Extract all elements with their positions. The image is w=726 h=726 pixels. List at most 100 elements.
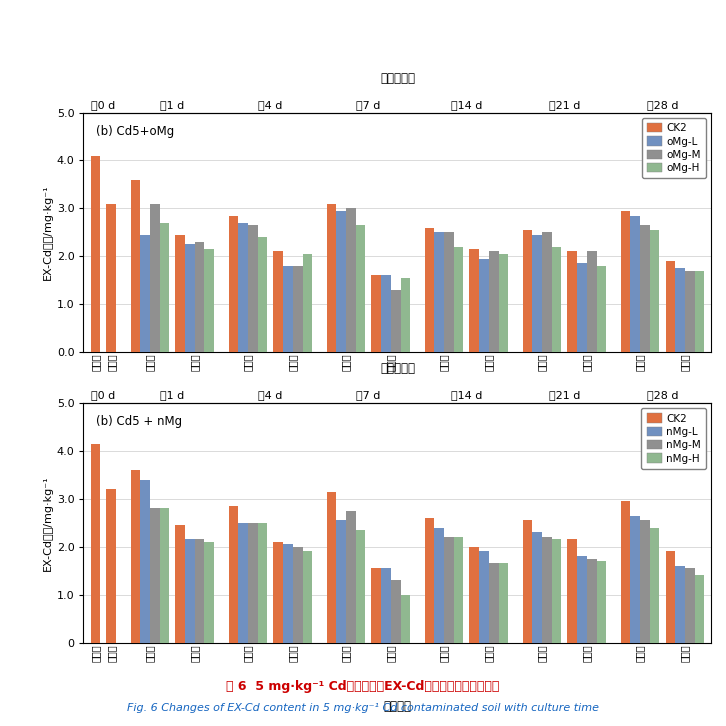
Bar	[444, 232, 454, 352]
Bar	[523, 521, 532, 643]
Bar	[470, 547, 479, 643]
Bar	[293, 547, 303, 643]
Bar	[577, 264, 587, 352]
Bar	[391, 580, 401, 643]
Bar	[499, 254, 508, 352]
Bar	[336, 521, 346, 643]
Bar	[577, 556, 587, 643]
Bar	[597, 266, 606, 352]
Bar	[303, 254, 312, 352]
Text: 和培养时间: 和培养时间	[380, 72, 415, 85]
Bar	[327, 492, 336, 643]
Bar	[587, 251, 597, 352]
Text: (b) Cd5 + nMg: (b) Cd5 + nMg	[96, 415, 182, 428]
Bar	[274, 251, 283, 352]
Text: Fig. 6 Changes of EX-Cd content in 5 mg·kg⁻¹ Cd contaminated soil with culture t: Fig. 6 Changes of EX-Cd content in 5 mg·…	[127, 703, 599, 713]
Bar	[401, 278, 410, 352]
Bar	[258, 523, 267, 643]
Bar	[489, 251, 499, 352]
Bar	[150, 203, 160, 352]
Bar	[470, 249, 479, 352]
Bar	[131, 470, 140, 643]
Bar	[675, 566, 685, 643]
Bar	[248, 225, 258, 352]
Y-axis label: EX-Cd含量/mg·kg⁻¹: EX-Cd含量/mg·kg⁻¹	[43, 184, 52, 280]
Bar	[91, 444, 100, 643]
Bar	[640, 225, 650, 352]
Text: 和培养时间: 和培养时间	[380, 362, 415, 375]
X-axis label: 土壤类型: 土壤类型	[383, 701, 412, 714]
Legend: CK2, oMg-L, oMg-M, oMg-H: CK2, oMg-L, oMg-M, oMg-H	[642, 118, 706, 179]
Bar	[499, 563, 508, 643]
Bar	[425, 227, 434, 352]
Bar	[523, 230, 532, 352]
Bar	[381, 275, 391, 352]
Bar	[293, 266, 303, 352]
Bar	[568, 251, 577, 352]
Bar	[542, 232, 552, 352]
Bar	[434, 232, 444, 352]
Bar	[91, 155, 100, 352]
Bar	[666, 552, 675, 643]
Bar	[176, 525, 185, 643]
Bar	[107, 203, 116, 352]
Bar	[131, 179, 140, 352]
Bar	[479, 258, 489, 352]
Bar	[205, 249, 214, 352]
Text: (b) Cd5+oMg: (b) Cd5+oMg	[96, 125, 174, 137]
Bar	[160, 223, 169, 352]
Bar	[666, 261, 675, 352]
Bar	[229, 506, 238, 643]
Bar	[650, 230, 659, 352]
Bar	[444, 537, 454, 643]
Bar	[140, 234, 150, 352]
Bar	[542, 537, 552, 643]
Bar	[454, 247, 463, 352]
Bar	[356, 225, 365, 352]
Bar	[327, 203, 336, 352]
Bar	[391, 290, 401, 352]
Bar	[346, 208, 356, 352]
Bar	[107, 489, 116, 643]
Bar	[205, 542, 214, 643]
Bar	[248, 523, 258, 643]
Bar	[274, 542, 283, 643]
Bar	[685, 568, 695, 643]
Y-axis label: EX-Cd含量/mg·kg⁻¹: EX-Cd含量/mg·kg⁻¹	[43, 475, 52, 571]
Bar	[532, 234, 542, 352]
Bar	[621, 501, 630, 643]
Bar	[640, 521, 650, 643]
Bar	[675, 268, 685, 352]
Bar	[195, 242, 205, 352]
Bar	[489, 563, 499, 643]
X-axis label: 土壤类型: 土壤类型	[383, 410, 412, 423]
Bar	[425, 518, 434, 643]
Bar	[160, 508, 169, 643]
Bar	[356, 530, 365, 643]
Bar	[195, 539, 205, 643]
Bar	[238, 223, 248, 352]
Bar	[597, 561, 606, 643]
Bar	[532, 532, 542, 643]
Bar	[303, 552, 312, 643]
Bar	[185, 244, 195, 352]
Bar	[695, 576, 704, 643]
Legend: CK2, nMg-L, nMg-M, nMg-H: CK2, nMg-L, nMg-M, nMg-H	[641, 408, 706, 469]
Bar	[401, 595, 410, 643]
Bar	[346, 511, 356, 643]
Bar	[630, 515, 640, 643]
Bar	[568, 539, 577, 643]
Bar	[238, 523, 248, 643]
Bar	[695, 271, 704, 352]
Bar	[479, 552, 489, 643]
Bar	[283, 544, 293, 643]
Bar	[434, 528, 444, 643]
Bar	[176, 234, 185, 352]
Bar	[621, 211, 630, 352]
Bar	[150, 508, 160, 643]
Bar	[372, 275, 381, 352]
Bar	[283, 266, 293, 352]
Bar	[587, 559, 597, 643]
Bar	[336, 211, 346, 352]
Bar	[381, 568, 391, 643]
